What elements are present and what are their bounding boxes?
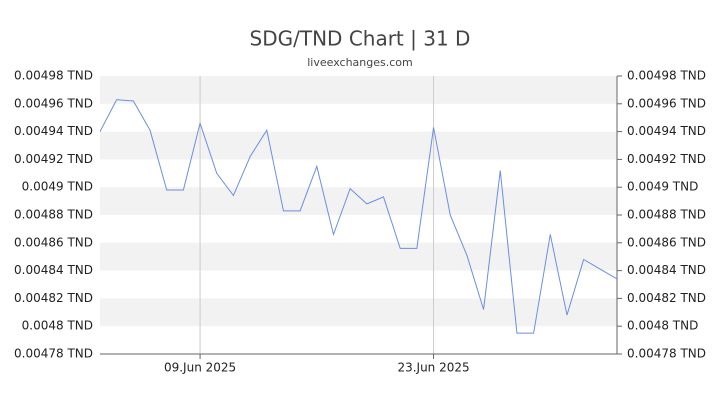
y2-tick-label: 0.00488 TND [627,208,706,222]
y-tick-label: 0.00486 TND [14,235,93,249]
chart-subtitle: liveexchanges.com [307,56,412,69]
y2-tick-label: 0.00494 TND [627,124,706,138]
y2-tick-label: 0.00486 TND [627,235,706,249]
grid-band [100,131,617,160]
grid-band [100,242,617,271]
y2-tick-label: 0.00478 TND [627,347,706,361]
y2-tick-label: 0.00482 TND [627,291,706,305]
y-tick-label: 0.00496 TND [14,96,93,110]
grid-band [100,298,617,327]
y-tick-label: 0.0048 TND [22,319,93,333]
y-tick-label: 0.00478 TND [14,347,93,361]
grid-band [100,76,617,104]
x-tick-label: 23.Jun 2025 [397,361,469,375]
y-tick-label: 0.00494 TND [14,124,93,138]
y-tick-label: 0.00484 TND [14,263,93,277]
y-tick-label: 0.00492 TND [14,152,93,166]
y-tick-label: 0.00488 TND [14,208,93,222]
line [99,99,618,334]
y-tick-label: 0.0049 TND [22,180,93,194]
y2-tick-label: 0.00498 TND [627,69,706,83]
chart-title: SDG/TND Chart | 31 D [250,27,471,51]
y2-tick-label: 0.00492 TND [627,152,706,166]
y-tick-label: 0.00482 TND [14,291,93,305]
y-tick-label: 0.00498 TND [14,69,93,83]
y2-tick-label: 0.0049 TND [627,180,698,194]
x-tick-label: 09.Jun 2025 [164,361,236,375]
y2-tick-label: 0.00496 TND [627,96,706,110]
grid-band [100,187,617,215]
y2-tick-label: 0.0048 TND [627,319,698,333]
y2-tick-label: 0.00484 TND [627,263,706,277]
